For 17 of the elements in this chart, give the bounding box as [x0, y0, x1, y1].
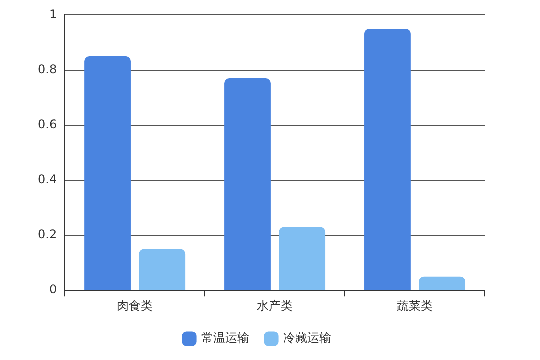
bar [279, 227, 326, 290]
legend-label: 冷藏运输 [284, 331, 332, 346]
y-tick-label: 0.8 [38, 62, 58, 76]
x-tick-label: 水产类 [257, 298, 294, 313]
bar [224, 78, 271, 290]
bar [419, 276, 466, 290]
y-tick-label: 0 [49, 282, 58, 297]
y-tick-label: 0.4 [38, 172, 58, 187]
x-tick-label: 肉食类 [117, 298, 154, 313]
x-tick-label: 蔬菜类 [397, 298, 434, 313]
y-tick-label: 0.2 [38, 228, 58, 242]
legend-label: 常温运输 [202, 331, 250, 346]
y-tick-label: 0.6 [38, 117, 58, 132]
bar [364, 28, 411, 290]
bar [139, 249, 186, 290]
y-tick-label: 1 [49, 7, 58, 22]
bar [84, 56, 131, 290]
